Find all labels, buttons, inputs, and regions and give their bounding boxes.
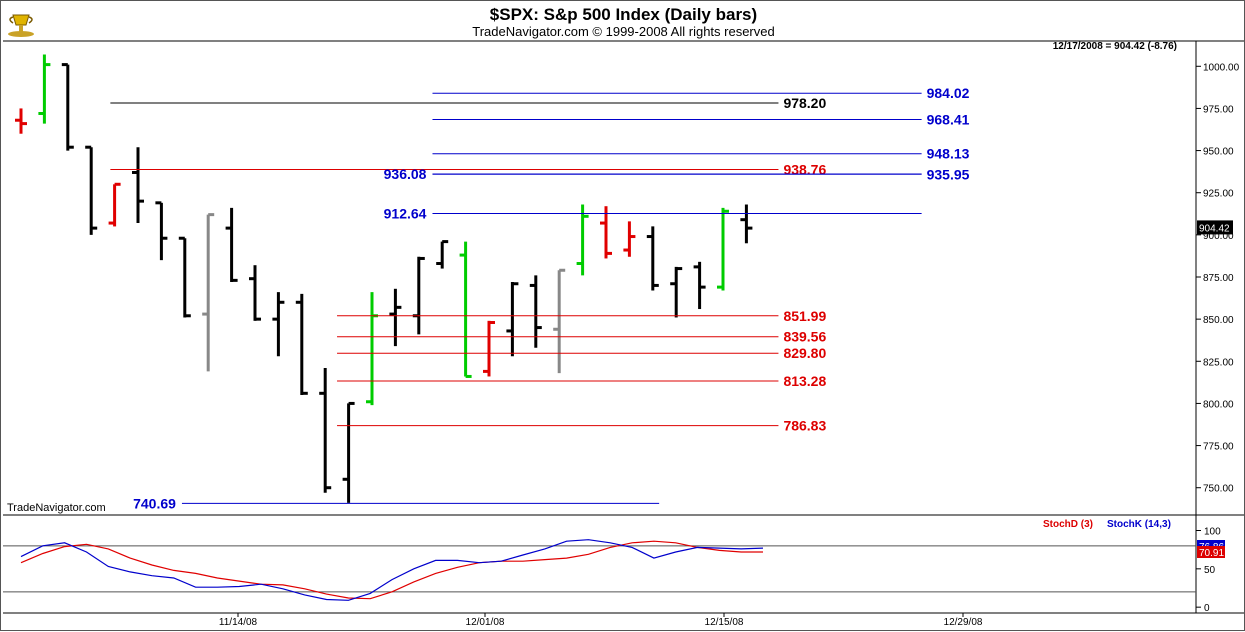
- fib-level-label: 839.56: [783, 329, 826, 345]
- fib-level-label: 978.20: [783, 95, 826, 111]
- trophy-logo-icon: [5, 7, 37, 39]
- watermark-text: TradeNavigator.com: [7, 502, 106, 514]
- x-tick-label: 11/14/08: [219, 617, 258, 628]
- fib-level-label: 968.41: [927, 112, 970, 128]
- y-tick-label: 825.00: [1203, 357, 1234, 368]
- x-tick-label: 12/15/08: [705, 617, 744, 628]
- y-tick-label: 900.00: [1203, 231, 1234, 242]
- fib-level-label: 740.69: [133, 495, 176, 511]
- x-tick-label: 12/29/08: [944, 617, 983, 628]
- y-tick-label: 850.00: [1203, 315, 1234, 326]
- fib-level-label: 851.99: [783, 308, 826, 324]
- stoch-legend-k: StochK (14,3): [1107, 519, 1171, 530]
- y-tick-label: 925.00: [1203, 189, 1234, 200]
- y-tick-label: 750.00: [1203, 484, 1234, 495]
- last-price-label: 904.42: [1199, 223, 1230, 234]
- x-tick-label: 12/01/08: [466, 617, 505, 628]
- fib-level-label: 938.76: [783, 162, 826, 178]
- fib-level-label: 829.80: [783, 345, 826, 361]
- y-tick-label: 950.00: [1203, 147, 1234, 158]
- quote-label: 12/17/2008 = 904.42 (-8.76): [1053, 41, 1177, 52]
- stoch-y-tick-label: 100: [1204, 527, 1221, 538]
- fib-level-label: 912.64: [384, 206, 427, 222]
- y-tick-label: 775.00: [1203, 442, 1234, 453]
- stoch-y-tick-label: 50: [1204, 565, 1216, 576]
- fib-level-label: 984.02: [927, 85, 970, 101]
- y-tick-label: 875.00: [1203, 273, 1234, 284]
- last-price-box: [1197, 220, 1233, 235]
- stoch-d-value-box: [1197, 546, 1225, 558]
- stoch-series-line: [20, 540, 763, 600]
- stoch-legend-d: StochD (3): [1043, 519, 1093, 530]
- stoch-d-value: 70.91: [1199, 548, 1224, 559]
- stoch-y-tick-label: 0: [1204, 603, 1210, 614]
- fib-level-label: 948.13: [927, 146, 970, 162]
- y-tick-label: 1000.00: [1203, 62, 1240, 73]
- fib-level-label: 786.83: [783, 418, 826, 434]
- fib-level-label: 813.28: [783, 373, 826, 389]
- fib-level-label: 935.95: [927, 166, 970, 182]
- copyright-text: TradeNavigator.com © 1999-2008 All right…: [472, 24, 775, 39]
- fib-level-label: 936.08: [384, 166, 427, 182]
- y-tick-label: 975.00: [1203, 104, 1234, 115]
- y-tick-label: 800.00: [1203, 399, 1234, 410]
- chart-title: $SPX: S&p 500 Index (Daily bars): [489, 5, 758, 24]
- stoch-series-line: [20, 539, 764, 601]
